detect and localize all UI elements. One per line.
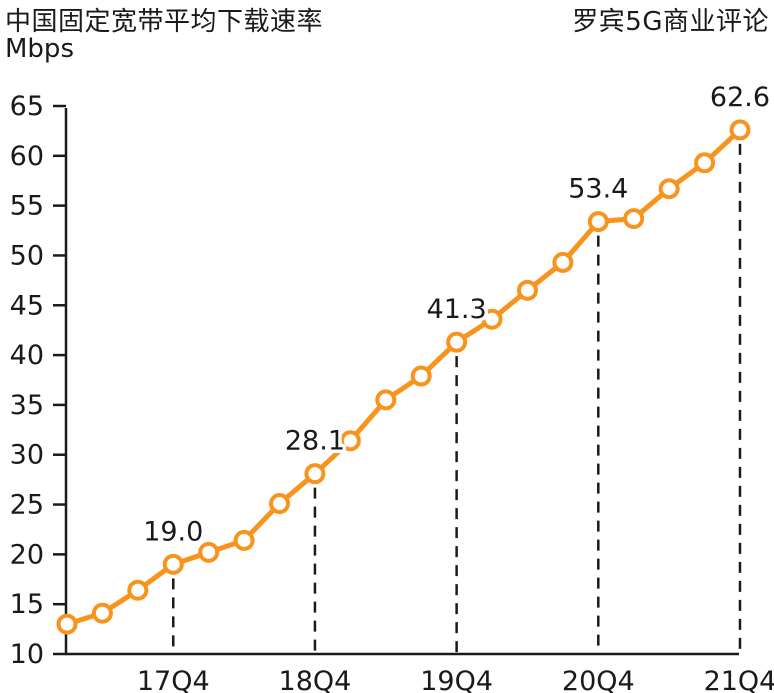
y-axis-tick-label: 35 bbox=[10, 390, 44, 421]
data-point-marker bbox=[375, 389, 397, 411]
data-point-marker bbox=[481, 308, 503, 330]
data-point-marker bbox=[694, 152, 716, 174]
data-point-marker bbox=[91, 602, 113, 624]
data-point-marker bbox=[56, 613, 78, 635]
source-label: 罗宾5G商业评论 bbox=[572, 7, 769, 37]
data-point-marker bbox=[410, 365, 432, 387]
data-point-label: 41.3 bbox=[427, 294, 487, 325]
data-point-marker bbox=[127, 579, 149, 601]
y-axis-unit-label: Mbps bbox=[5, 34, 74, 64]
data-point-label: 28.1 bbox=[285, 426, 345, 457]
data-point-marker bbox=[516, 279, 538, 301]
y-axis-tick-label: 50 bbox=[10, 240, 44, 271]
data-point-marker bbox=[162, 553, 184, 575]
y-axis-tick-label: 40 bbox=[10, 340, 44, 371]
data-point-marker bbox=[658, 178, 680, 200]
data-point-label: 62.6 bbox=[710, 82, 770, 113]
data-point-marker bbox=[269, 493, 291, 515]
y-axis-tick-label: 55 bbox=[10, 191, 44, 222]
y-axis-tick-label: 10 bbox=[10, 639, 44, 670]
data-point-marker bbox=[198, 541, 220, 563]
x-axis-tick-label: 19Q4 bbox=[420, 666, 493, 693]
data-point-marker bbox=[623, 208, 645, 230]
y-axis-tick-label: 65 bbox=[10, 91, 44, 122]
data-point-marker bbox=[587, 211, 609, 233]
data-point-label: 19.0 bbox=[143, 516, 203, 547]
y-axis-tick-label: 15 bbox=[10, 589, 44, 620]
y-axis-tick-label: 20 bbox=[10, 539, 44, 570]
x-axis-tick-label: 18Q4 bbox=[279, 666, 352, 693]
y-axis-tick-label: 30 bbox=[10, 440, 44, 471]
x-axis-tick-label: 17Q4 bbox=[137, 666, 210, 693]
x-axis-tick-label: 20Q4 bbox=[562, 666, 635, 693]
data-point-marker bbox=[304, 463, 326, 485]
data-point-marker bbox=[552, 251, 574, 273]
data-point-marker bbox=[339, 430, 361, 452]
y-axis-tick-label: 25 bbox=[10, 490, 44, 521]
y-axis-tick-label: 45 bbox=[10, 290, 44, 321]
data-point-marker bbox=[446, 331, 468, 353]
y-axis-tick-label: 60 bbox=[10, 141, 44, 172]
data-line-series bbox=[64, 127, 743, 627]
data-point-marker bbox=[233, 529, 255, 551]
x-axis-tick-label: 21Q4 bbox=[704, 666, 774, 693]
data-point-marker bbox=[729, 119, 751, 141]
chart-title: 中国固定宽带平均下载速率 bbox=[5, 7, 324, 37]
data-point-label: 53.4 bbox=[568, 174, 628, 205]
